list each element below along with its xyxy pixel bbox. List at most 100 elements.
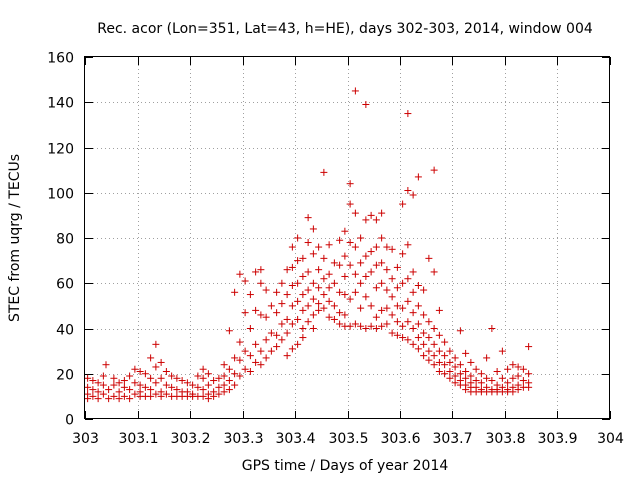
- data-point: [446, 347, 454, 355]
- data-point: [425, 356, 433, 364]
- data-point: [257, 266, 265, 274]
- data-point: [204, 395, 212, 403]
- data-point: [141, 383, 149, 391]
- x-tick-label: 303.3: [223, 431, 263, 447]
- data-point: [168, 372, 176, 380]
- data-point: [241, 365, 249, 373]
- data-point: [241, 277, 249, 285]
- data-point: [435, 367, 443, 375]
- data-point: [294, 257, 302, 265]
- data-point: [383, 243, 391, 251]
- chart-title: Rec. acor (Lon=351, Lat=43, h=HE), days …: [97, 21, 593, 37]
- data-point: [509, 374, 517, 382]
- data-point: [236, 372, 244, 380]
- axis-ticks: [85, 57, 611, 420]
- data-point: [210, 377, 218, 385]
- data-point: [299, 334, 307, 342]
- data-point: [325, 297, 333, 305]
- data-point: [336, 288, 344, 296]
- data-point: [488, 325, 496, 332]
- data-point: [336, 309, 344, 317]
- data-point: [367, 302, 375, 310]
- y-tick-label: 140: [47, 96, 74, 112]
- data-point: [225, 386, 233, 394]
- data-point: [409, 340, 417, 348]
- data-point: [351, 288, 359, 296]
- data-point: [283, 315, 291, 323]
- data-point: [304, 239, 312, 247]
- data-point: [477, 370, 485, 378]
- data-point: [152, 379, 160, 387]
- data-point: [309, 295, 317, 303]
- data-point: [241, 309, 249, 317]
- data-point: [299, 325, 307, 332]
- data-point: [372, 313, 380, 321]
- y-tick-label: 60: [56, 277, 74, 293]
- data-point: [204, 381, 212, 389]
- data-point: [320, 254, 328, 262]
- data-point: [467, 372, 475, 380]
- data-point: [330, 259, 338, 267]
- data-point: [404, 241, 412, 249]
- data-point: [262, 354, 270, 362]
- data-point: [99, 390, 107, 398]
- data-point: [346, 261, 354, 269]
- data-point: [288, 263, 296, 271]
- data-point: [519, 365, 527, 373]
- data-point: [393, 263, 401, 271]
- data-point: [330, 315, 338, 323]
- data-point: [309, 250, 317, 258]
- data-point: [420, 286, 428, 294]
- data-point: [304, 318, 312, 326]
- data-point: [372, 216, 380, 224]
- data-point: [414, 282, 422, 290]
- data-point: [283, 352, 291, 360]
- data-point: [504, 379, 512, 387]
- data-point: [430, 268, 438, 276]
- data-point: [94, 379, 102, 387]
- data-point: [514, 386, 522, 394]
- data-point: [409, 325, 417, 332]
- data-point: [346, 295, 354, 303]
- data-point: [210, 392, 218, 400]
- data-point: [115, 379, 123, 387]
- data-point: [294, 340, 302, 348]
- y-tick-label: 100: [47, 187, 74, 203]
- data-point: [467, 358, 475, 366]
- data-point: [283, 291, 291, 299]
- data-point: [362, 325, 370, 332]
- data-point: [383, 304, 391, 312]
- data-point: [131, 365, 139, 373]
- data-point: [420, 311, 428, 319]
- data-point: [267, 329, 275, 337]
- data-point: [357, 304, 365, 312]
- data-point: [231, 288, 239, 296]
- data-point: [341, 291, 349, 299]
- data-point: [451, 372, 459, 380]
- data-point: [320, 304, 328, 312]
- data-point: [477, 379, 485, 387]
- data-point: [425, 334, 433, 342]
- data-point: [273, 331, 281, 339]
- data-point: [236, 338, 244, 346]
- data-point: [320, 275, 328, 283]
- data-point: [294, 279, 302, 287]
- data-point: [315, 243, 323, 251]
- data-point: [110, 392, 118, 400]
- data-point: [451, 379, 459, 387]
- data-point: [168, 383, 176, 391]
- data-point: [105, 395, 113, 403]
- data-point: [273, 343, 281, 351]
- data-point: [194, 383, 202, 391]
- data-point: [435, 358, 443, 366]
- data-point: [372, 325, 380, 332]
- data-point: [278, 300, 286, 308]
- data-point: [241, 347, 249, 355]
- data-point: [320, 168, 328, 176]
- data-point: [472, 377, 480, 385]
- data-point: [288, 345, 296, 353]
- data-point: [388, 329, 396, 337]
- data-point: [162, 390, 170, 398]
- data-point: [388, 245, 396, 253]
- data-point: [99, 372, 107, 380]
